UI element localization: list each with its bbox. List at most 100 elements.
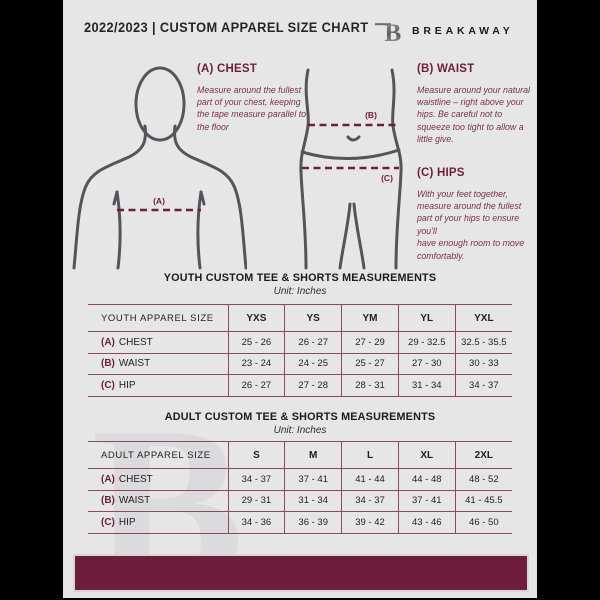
table-cell: 29 - 31 [227,490,285,512]
row-label: WAIST [118,495,151,507]
table-cell: 34 - 37 [227,468,285,491]
table-cell: 31 - 34 [397,374,456,397]
youth-col-yxl: YXL [454,304,512,332]
chest-marker-label: (A) [153,196,165,206]
figure-head [134,66,186,142]
figure-left-side [299,68,310,270]
figure-right-arm [173,124,247,270]
row-label: WAIST [118,358,151,370]
waist-guide: (B) WAIST Measure around your natural wa… [417,62,533,146]
brand-name: BREAKAWAY [412,24,514,37]
chest-guide: (A) CHEST Measure around the fullest par… [197,62,309,133]
footer-accent-bar [73,554,529,592]
torso-figure: (A) [72,66,247,270]
table-cell: 41 - 45.5 [454,490,512,512]
youth-hip-row: (C) HIP 26 - 27 27 - 28 28 - 31 31 - 34 3… [88,374,512,397]
table-cell: 30 - 33 [454,353,512,375]
table-cell: 23 - 24 [227,353,285,375]
chest-guide-text: Measure around the fullest part of your … [197,84,307,132]
table-cell: 34 - 37 [341,490,399,512]
table-cell: 26 - 27 [284,331,342,354]
youth-size-column-header: YOUTH APPAREL SIZE [88,304,228,332]
table-cell: 37 - 41 [284,468,342,491]
adult-table-unit: Unit: Inches [273,425,327,436]
row-prefix: (B) [101,358,115,370]
adult-col-l: L [341,441,399,469]
figure-right-chest-line [196,190,203,270]
table-cell: 36 - 39 [284,511,342,534]
row-prefix: (B) [101,495,115,507]
adult-table-title: ADULT CUSTOM TEE & SHORTS MEASUREMENTS [164,411,436,423]
hips-guide-text: With your feet together, measure around … [417,188,525,261]
row-label: CHEST [118,336,153,348]
table-cell: 26 - 27 [227,374,285,397]
row-label: HIP [118,516,136,528]
adult-size-table: ADULT APPAREL SIZE S M L XL 2XL (A) CHEST… [88,441,512,534]
hips-guide: (C) HIPS With your feet together, measur… [417,166,537,262]
row-label: HIP [118,379,136,391]
row-prefix: (C) [101,516,115,528]
figure-waistband [300,148,401,161]
size-chart-document: B 2022/2023 | CUSTOM APPAREL SIZE CHART … [63,0,537,598]
youth-header-row: YOUTH APPAREL SIZE YXS YS YM YL YXL [88,304,512,332]
svg-text:B: B [384,19,401,45]
table-cell: 25 - 26 [227,331,285,354]
table-cell: 44 - 48 [397,468,456,491]
table-cell: 27 - 28 [284,374,342,397]
table-cell: 39 - 42 [341,511,399,534]
table-cell: 29 - 32.5 [397,331,456,354]
youth-col-ys: YS [284,304,342,332]
youth-size-table: YOUTH APPAREL SIZE YXS YS YM YL YXL (A) C… [88,304,512,397]
row-prefix: (A) [101,336,115,348]
adult-col-s: S [227,441,285,469]
breakaway-b-logo-icon: B [374,19,401,45]
table-cell: 46 - 50 [454,511,512,534]
adult-chest-row: (A) CHEST 34 - 37 37 - 41 41 - 44 44 - 48… [88,468,512,491]
table-cell: 41 - 44 [341,468,399,491]
youth-col-yxs: YXS [227,304,285,332]
table-cell: 31 - 34 [284,490,342,512]
row-prefix: (A) [101,473,115,485]
adult-hip-row: (C) HIP 34 - 36 36 - 39 39 - 42 43 - 46 4… [88,511,512,534]
table-cell: 25 - 27 [341,353,399,375]
youth-col-yl: YL [397,304,456,332]
table-cell: 24 - 25 [284,353,342,375]
row-label: CHEST [118,473,153,485]
youth-chest-row: (A) CHEST 25 - 26 26 - 27 27 - 29 29 - 32… [88,331,512,354]
adult-col-2xl: 2XL [454,441,512,469]
youth-table-title: YOUTH CUSTOM TEE & SHORTS MEASUREMENTS [163,272,437,284]
figure-left-inner-leg [338,202,352,270]
table-cell: 32.5 - 35.5 [454,331,512,354]
adult-waist-row: (B) WAIST 29 - 31 31 - 34 34 - 37 37 - 41… [88,490,512,512]
adult-header-row: ADULT APPAREL SIZE S M L XL 2XL [88,441,512,469]
table-cell: 48 - 52 [454,468,512,491]
hip-marker-label: (C) [381,173,393,183]
page-title: 2022/2023 | CUSTOM APPAREL SIZE CHART [84,20,369,35]
youth-table-unit: Unit: Inches [273,286,327,297]
waist-guide-heading: (B) WAIST [417,63,475,75]
adult-size-column-header: ADULT APPAREL SIZE [88,441,228,469]
table-cell: 34 - 37 [454,374,512,397]
adult-col-m: M [284,441,342,469]
chest-guide-heading: (A) CHEST [197,63,257,75]
waist-guide-text: Measure around your natural waistline – … [417,84,530,145]
youth-col-ym: YM [341,304,399,332]
hips-guide-heading: (C) HIPS [417,167,465,179]
table-cell: 37 - 41 [397,490,456,512]
table-cell: 34 - 36 [227,511,285,534]
figure-navel [346,135,361,142]
table-cell: 27 - 29 [341,331,399,354]
figure-right-side [390,68,403,270]
adult-col-xl: XL [397,441,456,469]
figure-right-inner-leg [352,202,366,270]
youth-waist-row: (B) WAIST 23 - 24 24 - 25 25 - 27 27 - 30… [88,353,512,375]
table-cell: 27 - 30 [397,353,456,375]
brand-lockup: B BREAKAWAY [374,16,514,45]
row-prefix: (C) [101,379,115,391]
figure-left-arm [72,124,147,270]
lower-body-figure: (B) (C) [299,68,403,270]
table-cell: 43 - 46 [397,511,456,534]
waist-marker-label: (B) [365,110,377,120]
table-cell: 28 - 31 [341,374,399,397]
